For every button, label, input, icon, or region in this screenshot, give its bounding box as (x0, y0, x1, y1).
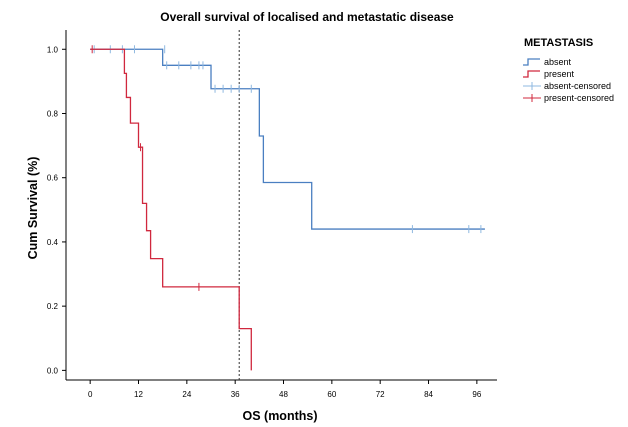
series-line-absent (90, 48, 485, 230)
chart-title: Overall survival of localised and metast… (160, 10, 454, 24)
x-tick-label: 36 (231, 390, 240, 399)
legend-swatch-present (523, 70, 540, 78)
x-tick-label: 24 (182, 390, 191, 399)
x-tick-label: 96 (472, 390, 481, 399)
y-tick-label: 0.4 (47, 238, 59, 247)
series-line-present (90, 48, 252, 371)
legend-title: METASTASIS (524, 37, 593, 49)
y-tick-label: 0.6 (47, 174, 59, 183)
x-tick-label: 0 (88, 390, 93, 399)
x-axis-title: OS (months) (243, 409, 318, 423)
y-tick-label: 0.0 (47, 366, 59, 375)
y-tick-label: 1.0 (47, 45, 59, 54)
x-tick-label: 12 (134, 390, 143, 399)
y-ticks: 0.0 0.2 0.4 0.6 0.8 1.0 (47, 45, 66, 375)
series-layer (90, 45, 485, 371)
legend-swatch-absent (523, 58, 540, 66)
y-tick-label: 0.8 (47, 109, 59, 118)
plot-area: 0 12 24 36 48 60 72 84 96 0.0 0.2 0.4 0.6 0.8 1.0 (47, 30, 497, 399)
legend-label-absent-censored: absent-censored (544, 81, 611, 91)
x-tick-label: 84 (424, 390, 433, 399)
legend-label-present: present (544, 69, 575, 79)
legend: METASTASIS absent present absent-censored p… (523, 37, 614, 103)
x-ticks: 0 12 24 36 48 60 72 84 96 (88, 380, 482, 399)
legend-label-absent: absent (544, 57, 572, 67)
y-axis-title: Cum Survival (%) (26, 157, 40, 260)
x-tick-label: 48 (279, 390, 288, 399)
x-tick-label: 60 (327, 390, 336, 399)
y-tick-label: 0.2 (47, 302, 59, 311)
legend-label-present-censored: present-censored (544, 93, 614, 103)
x-tick-label: 72 (376, 390, 385, 399)
